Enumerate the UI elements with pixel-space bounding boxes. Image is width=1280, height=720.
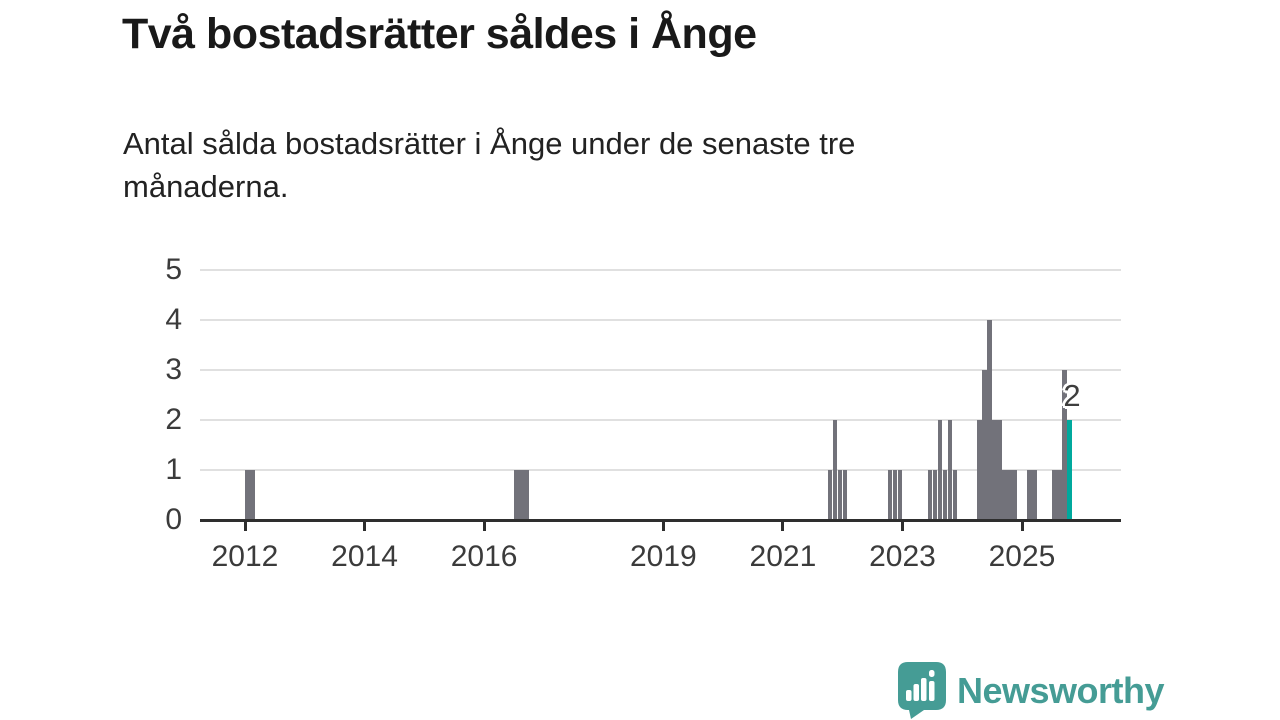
chart-subtitle-line-2: månaderna. — [123, 169, 289, 204]
bar — [982, 370, 987, 520]
bar — [828, 470, 833, 520]
bar — [952, 470, 957, 520]
plot-area — [200, 269, 1121, 520]
x-axis-tick-label: 2025 — [988, 540, 1056, 573]
bar — [942, 470, 947, 520]
x-axis-tick — [363, 522, 367, 531]
bar — [838, 470, 843, 520]
bar — [947, 420, 952, 520]
bar — [524, 470, 529, 520]
y-axis-tick-label: 2 — [165, 403, 182, 436]
y-axis-tick-label: 3 — [165, 353, 182, 386]
x-axis-tick-label: 2014 — [331, 540, 398, 573]
bar — [1057, 470, 1062, 520]
x-axis-tick — [900, 522, 904, 531]
bar — [1062, 370, 1067, 520]
bar — [519, 470, 524, 520]
bar-chart-speech-bubble-icon — [898, 662, 946, 719]
x-axis-tick — [661, 522, 665, 531]
x-axis-tick — [1020, 522, 1024, 531]
grid-line — [200, 269, 1121, 271]
bar — [1002, 470, 1007, 520]
grid-line — [200, 419, 1121, 421]
bar — [897, 470, 903, 520]
y-axis-tick-label: 4 — [165, 303, 182, 336]
grid-line — [200, 469, 1121, 471]
y-axis-tick-label: 0 — [165, 503, 182, 536]
page-title: Två bostadsrätter såldes i Ånge — [122, 10, 757, 58]
chart-subtitle: Antal sålda bostadsrätter i Ånge under d… — [123, 122, 1143, 208]
bar — [977, 420, 982, 520]
bar — [250, 470, 255, 520]
chart-subtitle-line-1: Antal sålda bostadsrätter i Ånge under d… — [123, 126, 856, 161]
bar — [1052, 470, 1057, 520]
bar — [987, 320, 992, 520]
x-axis-tick-label: 2023 — [869, 540, 936, 573]
bar — [932, 470, 938, 520]
bar — [892, 470, 898, 520]
x-axis-tick — [482, 522, 486, 531]
x-axis-tick — [243, 522, 247, 531]
x-axis-tick-label: 2021 — [749, 540, 817, 573]
bar — [514, 470, 519, 520]
x-axis-tick-label: 2012 — [211, 540, 279, 573]
grid-line — [200, 369, 1121, 371]
x-axis-line — [200, 519, 1121, 522]
bar — [1032, 470, 1037, 520]
x-axis-tick — [781, 522, 785, 531]
highlight-bar — [1067, 420, 1072, 520]
bar — [245, 470, 250, 520]
newsworthy-logo: Newsworthy — [898, 662, 1165, 719]
bar — [992, 420, 997, 520]
bar — [927, 470, 933, 520]
bar — [937, 420, 943, 520]
bar — [1027, 470, 1032, 520]
bar — [997, 420, 1002, 520]
y-axis-tick-label: 5 — [165, 253, 182, 286]
x-axis-tick-label: 2019 — [630, 540, 697, 573]
x-axis-tick-label: 2016 — [450, 540, 518, 573]
y-axis-tick-label: 1 — [165, 453, 182, 486]
newsworthy-logo-text: Newsworthy — [957, 669, 1165, 711]
grid-line — [200, 319, 1121, 321]
bar-value-label: 2 — [1063, 378, 1081, 413]
bar — [833, 420, 838, 520]
bar — [1012, 470, 1017, 520]
bar — [1007, 470, 1012, 520]
bar — [842, 470, 848, 520]
bar — [887, 470, 893, 520]
